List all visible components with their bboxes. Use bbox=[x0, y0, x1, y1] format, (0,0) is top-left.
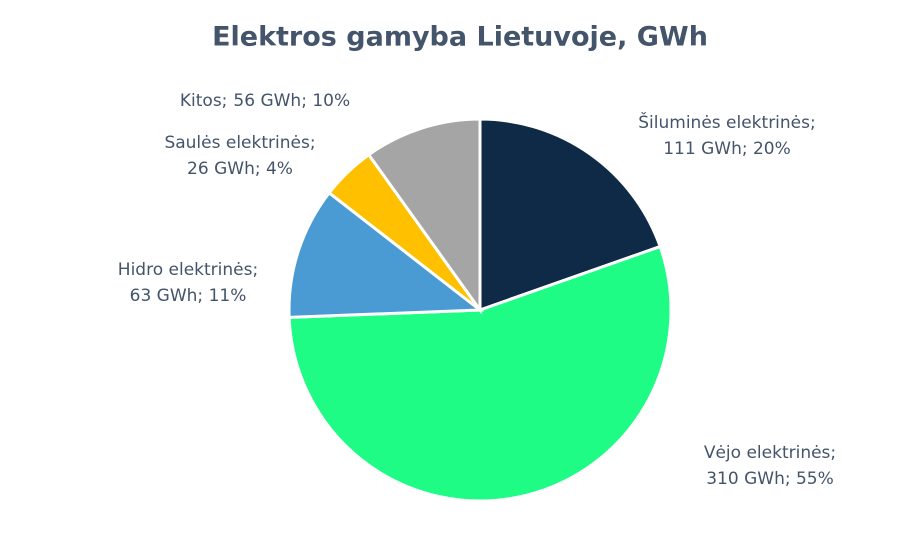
category-label: Kitos; bbox=[180, 91, 228, 111]
pie-slice bbox=[366, 117, 482, 315]
value-label: 63 GWh; 11% bbox=[130, 286, 247, 306]
value-label: 56 GWh; 10% bbox=[233, 91, 350, 111]
category-label: Vėjo elektrinės; bbox=[704, 443, 836, 463]
slice-label: Šiluminės elektrinės; 111 GWh; 20% bbox=[638, 111, 815, 159]
category-label: Saulės elektrinės; bbox=[164, 133, 315, 153]
value-label: 111 GWh; 20% bbox=[663, 139, 791, 159]
slice-label: Hidro elektrinės; 63 GWh; 11% bbox=[118, 260, 258, 306]
slice-label: Vėjo elektrinės; 310 GWh; 55% bbox=[704, 443, 836, 489]
chart-title: Elektros gamyba Lietuvoje, GWh bbox=[212, 22, 708, 53]
pie-slice bbox=[287, 190, 485, 319]
value-label: 26 GWh; 4% bbox=[187, 159, 293, 179]
slice-label: Saulės elektrinės; 26 GWh; 4% bbox=[164, 133, 315, 179]
value-label: 310 GWh; 55% bbox=[706, 469, 834, 489]
pie-slice bbox=[287, 244, 673, 503]
category-label: Hidro elektrinės; bbox=[118, 260, 258, 280]
category-label: Šiluminės elektrinės; bbox=[638, 111, 815, 133]
slice-label: Kitos; 56 GWh; 10% bbox=[180, 91, 350, 111]
